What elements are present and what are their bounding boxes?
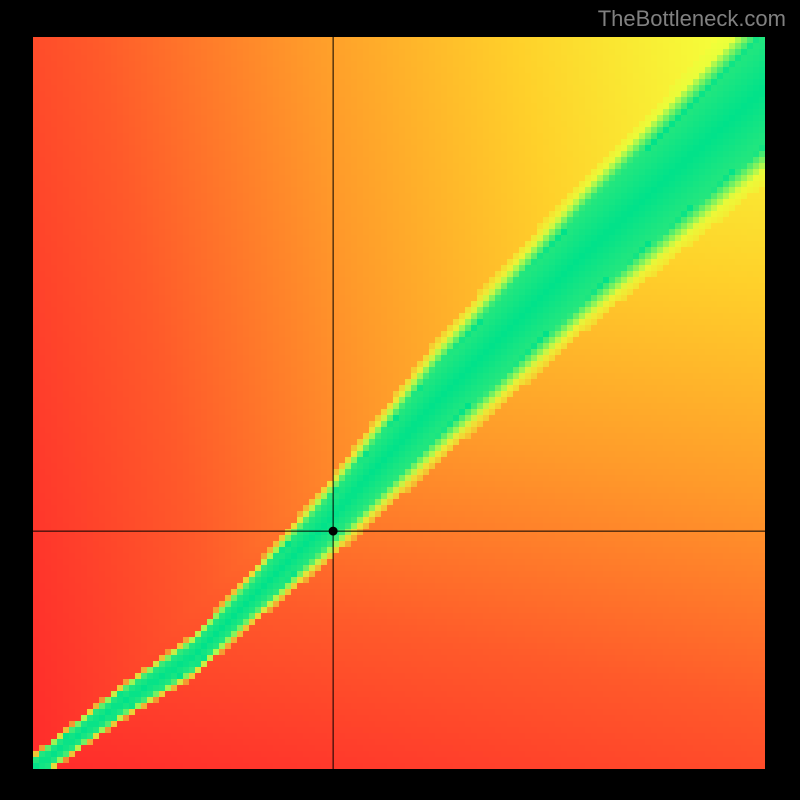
heatmap-canvas [33, 37, 765, 769]
chart-container: TheBottleneck.com [0, 0, 800, 800]
watermark: TheBottleneck.com [598, 6, 786, 32]
